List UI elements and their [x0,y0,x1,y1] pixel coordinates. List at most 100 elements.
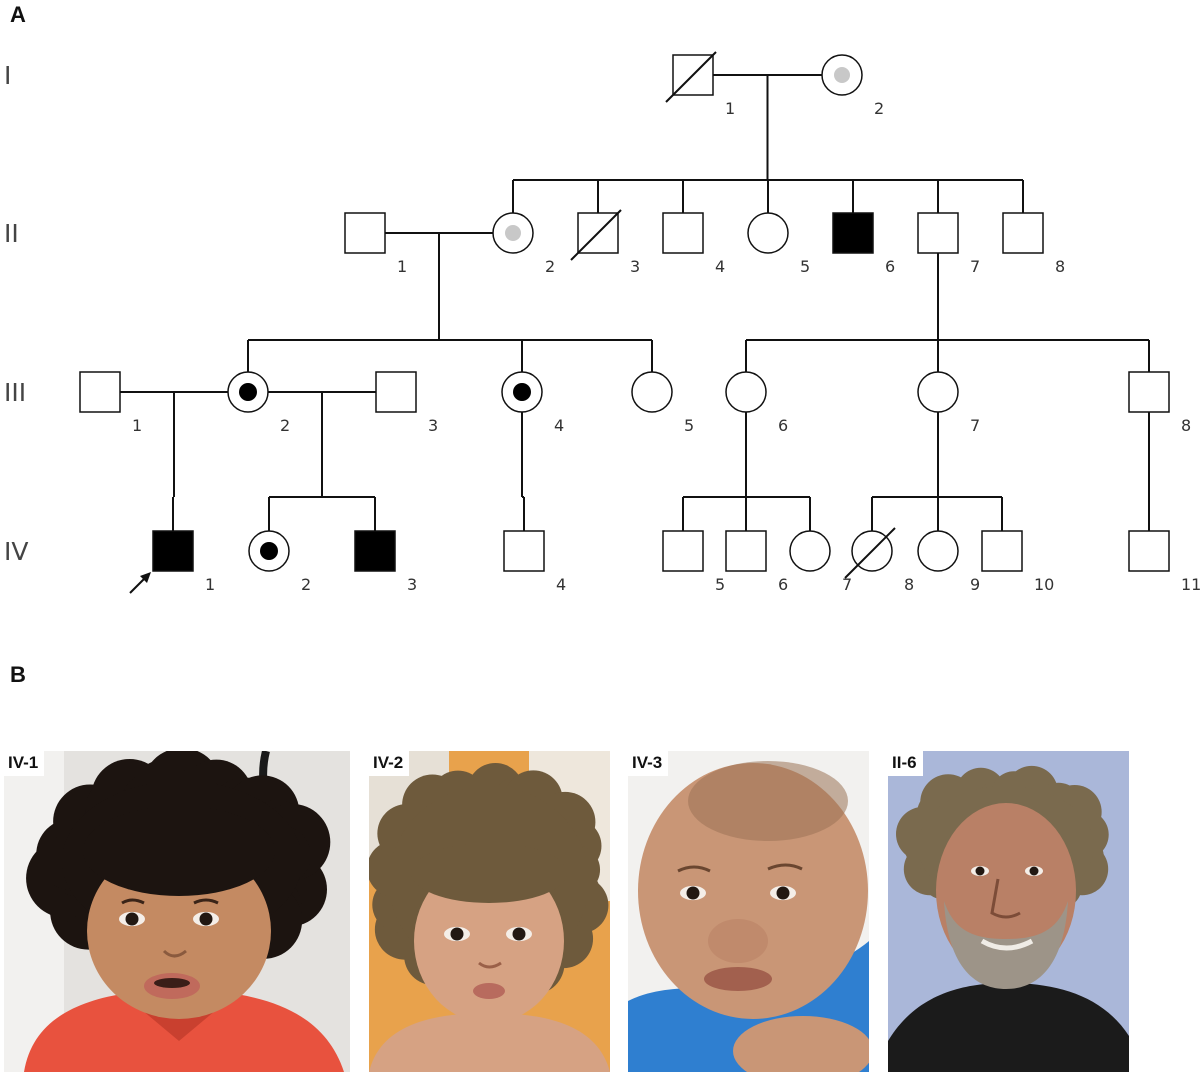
individual-iv-7-number: 7 [842,575,852,594]
photo-label-iv-1: IV-1 [4,751,45,776]
mouth [473,983,505,999]
individual-ii-1-number: 1 [397,257,407,276]
individual-i-2-number: 2 [874,99,884,118]
fringe [83,806,275,896]
individual-iii-2-carrier-dot [239,383,257,401]
individual-iii-3-number: 3 [428,416,438,435]
individual-iv-7-circle [789,530,831,572]
individual-iv-5-number: 5 [715,575,725,594]
individual-iii-8-number: 8 [1181,416,1191,435]
shoulders [369,1013,610,1072]
individual-iv-1-number: 1 [205,575,215,594]
individual-iv-10-number: 10 [1034,575,1054,594]
photo-iv-1: IV-1 [4,751,350,1072]
individual-iii-5-circle [631,371,673,413]
individual-iv-11-number: 11 [1181,575,1200,594]
individual-ii-3-number: 3 [630,257,640,276]
photo-label-iv-2: IV-2 [369,751,410,776]
individual-i-1-number: 1 [725,99,735,118]
individual-iii-2-number: 2 [280,416,290,435]
face [414,859,564,1023]
individual-iv-1-square [152,530,194,572]
photo-label-ii-6: II-6 [888,751,923,776]
generation-label-iii: III [4,378,26,407]
photo-iv-3: IV-3 [628,751,869,1072]
individual-iii-6-number: 6 [778,416,788,435]
individual-iv-2-carrier-dot [260,542,278,560]
proband-arrowhead [140,572,151,583]
face-eye [975,866,985,876]
mouth [704,967,772,991]
portrait-ii-6 [888,751,1129,1072]
individual-iv-3-square [354,530,396,572]
individual-ii-5-circle [747,212,789,254]
face-eye [776,886,790,900]
individual-iv-9-circle [917,530,959,572]
individual-ii-5-number: 5 [800,257,810,276]
nose [162,949,187,958]
beard [944,901,1068,989]
individual-iv-6-number: 6 [778,575,788,594]
individual-ii-8-number: 8 [1055,257,1065,276]
individual-iii-7-number: 7 [970,416,980,435]
individual-ii-7-square [917,212,959,254]
individual-iv-6-square [725,530,767,572]
individual-iv-4-square [503,530,545,572]
hair [688,761,848,841]
face-eye [199,912,213,926]
individual-iii-6-circle [725,371,767,413]
individual-iii-3-square [375,371,417,413]
nose [708,919,768,963]
shirt [888,983,1129,1072]
panel-label-a: A [10,2,26,27]
individual-ii-6-square [832,212,874,254]
generation-label-i: I [4,61,11,90]
portrait-iv-1 [4,751,350,1072]
individual-ii-6-number: 6 [885,257,895,276]
individual-iv-8-deceased-slash [844,527,896,579]
individual-ii-8-square [1002,212,1044,254]
individual-ii-3-deceased-slash [570,209,622,261]
individual-iii-4-number: 4 [554,416,564,435]
smile [980,938,1034,951]
individual-iv-9-number: 9 [970,575,980,594]
individual-iii-7-circle [917,371,959,413]
individual-ii-7-number: 7 [970,257,980,276]
individual-i-1-deceased-slash [665,51,717,103]
individual-iv-5-square [662,530,704,572]
individual-i-2-mosaic-dot [834,67,850,83]
individual-iii-8-square [1128,371,1170,413]
face-eye [450,927,464,941]
individual-iv-4-number: 4 [556,575,566,594]
individual-ii-2-number: 2 [545,257,555,276]
face-eye [125,912,139,926]
nose [990,878,1021,919]
individual-iii-1-number: 1 [132,416,142,435]
fringe [411,843,567,903]
individual-ii-4-square [662,212,704,254]
individual-iv-10-square [981,530,1023,572]
individual-iv-3-number: 3 [407,575,417,594]
panel-label-b: B [10,662,26,687]
face-eye [512,927,526,941]
mouth-inner [154,978,190,988]
nose [478,961,502,969]
individual-iv-2-number: 2 [301,575,311,594]
face-eye [686,886,700,900]
photo-iv-2: IV-2 [369,751,610,1072]
portrait-iv-2 [369,751,610,1072]
individual-iii-1-square [79,371,121,413]
hand [733,1016,869,1072]
proband-arrow [129,577,146,594]
individual-iii-4-carrier-dot [513,383,531,401]
brows [121,898,219,905]
brows [677,863,803,873]
photo-ii-6: II-6 [888,751,1129,1072]
generation-label-iv: IV [4,537,28,566]
individual-ii-4-number: 4 [715,257,725,276]
individual-iv-8-number: 8 [904,575,914,594]
face-eye [1029,866,1039,876]
individual-ii-2-mosaic-dot [505,225,521,241]
generation-label-ii: II [4,219,19,248]
